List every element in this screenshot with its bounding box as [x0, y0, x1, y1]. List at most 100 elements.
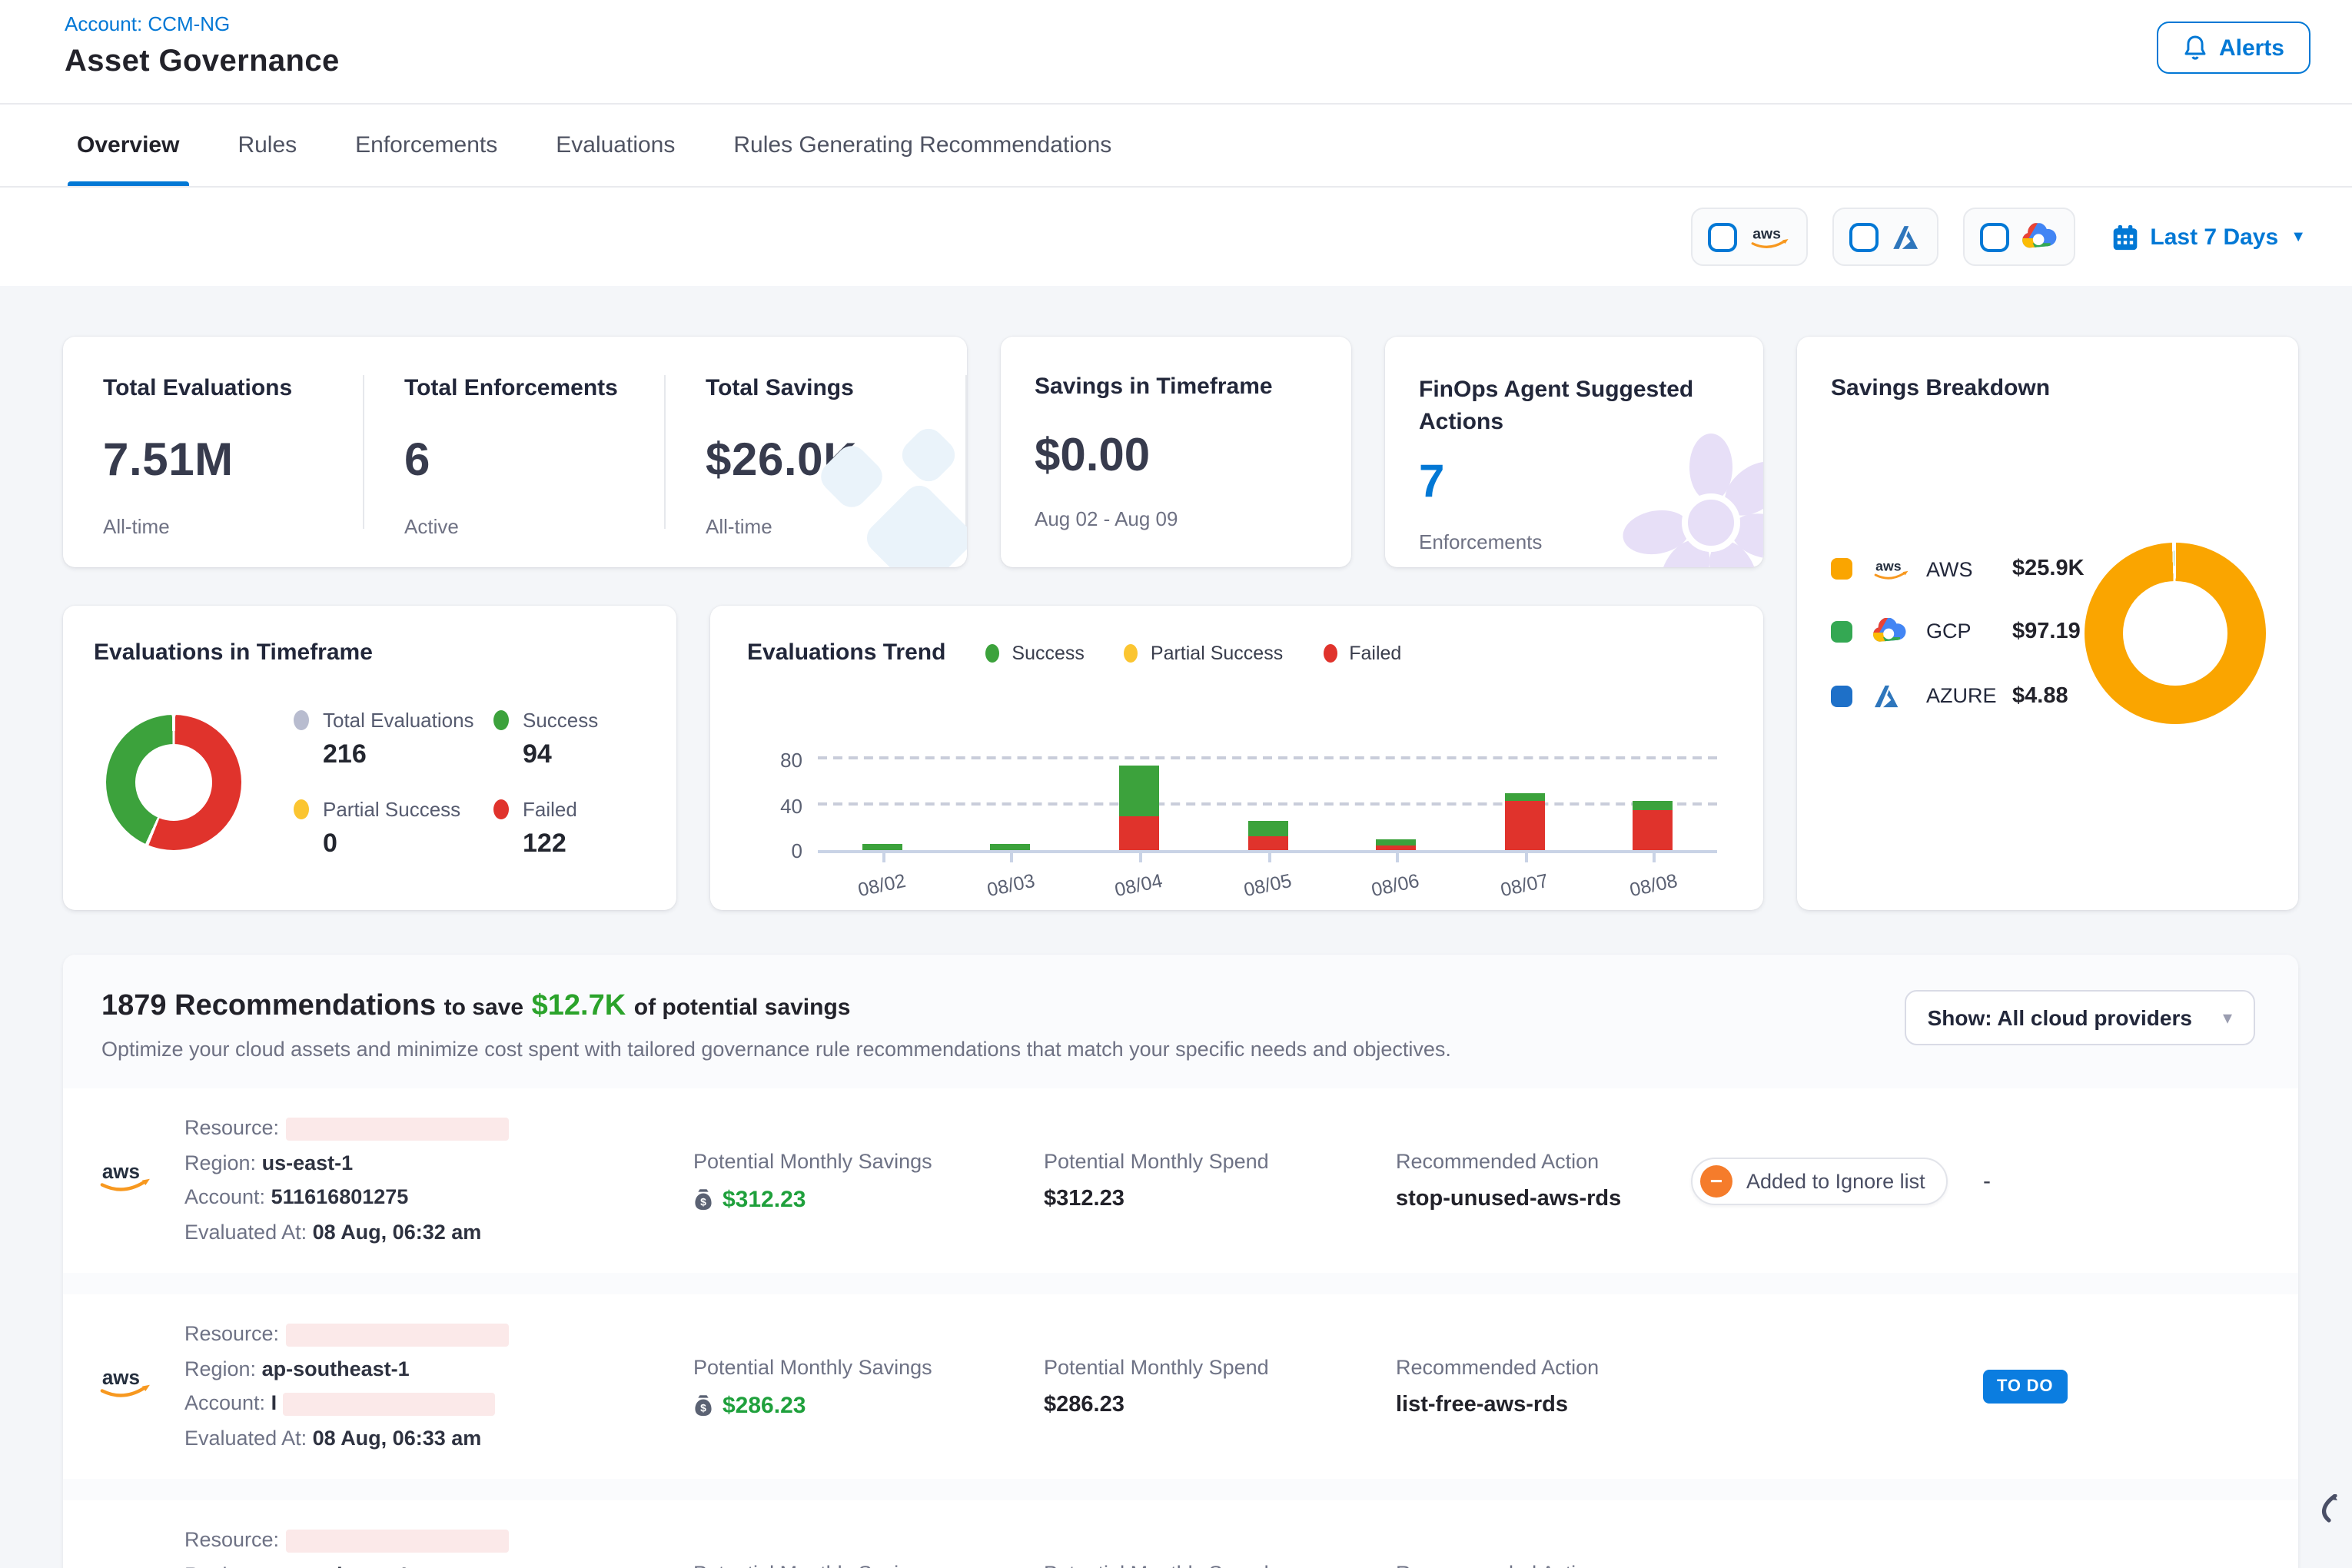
- recommendation-row[interactable]: aws Resource: Region: ap-southeast-1 Acc…: [63, 1500, 2298, 1568]
- recommendation-row[interactable]: aws Resource: Region: us-east-1 Account:…: [63, 1088, 2298, 1273]
- failed-dot-icon: [1323, 643, 1337, 662]
- gcp-checkbox[interactable]: [1979, 222, 2008, 251]
- tab-overview[interactable]: Overview: [77, 105, 179, 186]
- savings-value: $286.23: [723, 1392, 806, 1418]
- resource-details: Resource: Region: ap-southeast-1 Account…: [184, 1317, 693, 1456]
- evaluations-trend-chart: 04080 08/0208/0308/0408/0508/0608/0708/0…: [759, 718, 1717, 899]
- potential-monthly-spend-cell: Potential Monthly Spend $312.23: [1044, 1150, 1396, 1211]
- gcp-swatch-icon: [1831, 620, 1852, 642]
- recommendations-title: 1879 Recommendations to save $12.7K of p…: [101, 990, 1451, 1024]
- svg-text:aws: aws: [101, 1366, 139, 1389]
- success-dot-icon: [985, 643, 999, 662]
- potential-monthly-savings-cell: Potential Monthly Savings $$312.23: [693, 1149, 1044, 1212]
- total-evaluations-stat: Total Evaluations 7.51M All-time: [63, 375, 364, 529]
- savings-value: $312.23: [723, 1186, 806, 1212]
- partial-success-dot-icon: [294, 799, 309, 819]
- page-title: Asset Governance: [65, 45, 340, 80]
- date-range-picker[interactable]: Last 7 Days ▼: [2111, 224, 2306, 250]
- potential-monthly-savings-cell: Potential Monthly Savings $$286.23: [693, 1561, 1044, 1568]
- tab-rules-generating-recommendations[interactable]: Rules Generating Recommendations: [733, 105, 1111, 186]
- action-value: list-free-aws-rds: [1396, 1393, 1691, 1417]
- trend-bar-08/03: [946, 718, 1075, 850]
- trend-x-label: 08/04: [1075, 872, 1203, 899]
- azure-swatch-icon: [1831, 685, 1852, 706]
- redacted-resource-value: [285, 1118, 508, 1141]
- breakdown-row-gcp: GCP $97.19: [1831, 617, 2085, 645]
- recommended-action-cell: Recommended Action stop-unused-aws-rds: [1396, 1562, 1691, 1568]
- savings-breakdown-donut-chart: [2085, 543, 2266, 724]
- azure-checkbox[interactable]: [1849, 222, 1878, 251]
- potential-savings-value: $12.7K: [532, 990, 626, 1022]
- finops-agent-card: FinOps Agent Suggested Actions 7 Enforce…: [1385, 337, 1763, 567]
- alerts-button-label: Alerts: [2219, 35, 2284, 61]
- chevron-down-icon: ▾: [2223, 1007, 2232, 1028]
- resource-details: Resource: Region: ap-southeast-1 Account…: [184, 1523, 693, 1568]
- svg-text:aws: aws: [101, 1160, 139, 1183]
- trend-legend-partial-success: Partial Success: [1125, 642, 1283, 663]
- recommendation-row[interactable]: aws Resource: Region: ap-southeast-1 Acc…: [63, 1294, 2298, 1479]
- added-to-ignore-list-pill[interactable]: −Added to Ignore list: [1691, 1157, 1948, 1204]
- svg-text:$: $: [700, 1194, 706, 1207]
- total-enforcements-caption: Active: [404, 515, 624, 538]
- breakdown-row-aws: aws AWS $25.9K: [1831, 556, 2085, 582]
- evaluations-legend: Total Evaluations 216 Success 94 Partial…: [294, 709, 663, 859]
- chevron-down-icon: ▼: [2291, 228, 2306, 245]
- potential-monthly-spend-cell: Potential Monthly Spend $286.23: [1044, 1356, 1396, 1417]
- trend-x-label: 08/07: [1460, 872, 1589, 899]
- status-cell: −Added to Ignore list: [1691, 1157, 1983, 1204]
- recommendations-section: 1879 Recommendations to save $12.7K of p…: [63, 955, 2298, 1568]
- provider-toggle-aws[interactable]: aws: [1690, 208, 1807, 266]
- gcp-logo-icon: [1871, 617, 1917, 645]
- tab-enforcements[interactable]: Enforcements: [355, 105, 497, 186]
- tab-evaluations[interactable]: Evaluations: [556, 105, 675, 186]
- spend-value: $312.23: [1044, 1187, 1396, 1211]
- trend-bar-08/02: [818, 718, 946, 850]
- redacted-account-value: [283, 1393, 495, 1416]
- total-enforcements-value: 6: [404, 435, 624, 487]
- evaluations-in-timeframe-title: Evaluations in Timeframe: [94, 639, 646, 666]
- action-value: stop-unused-aws-rds: [1396, 1187, 1691, 1211]
- legend-success: Success 94: [493, 709, 663, 770]
- trend-bar-08/08: [1589, 718, 1717, 850]
- savings-breakdown-title: Savings Breakdown: [1831, 375, 2264, 401]
- failed-dot-icon: [493, 799, 509, 819]
- account-breadcrumb-link[interactable]: Account: CCM-NG: [65, 12, 340, 35]
- tab-rules[interactable]: Rules: [238, 105, 297, 186]
- cursor-artifact: [2318, 1494, 2340, 1536]
- recommended-action-cell: Recommended Action stop-unused-aws-rds: [1396, 1150, 1691, 1211]
- redacted-resource-value: [285, 1324, 508, 1347]
- total-evaluations-title: Total Evaluations: [103, 375, 323, 401]
- potential-monthly-savings-cell: Potential Monthly Savings $$286.23: [693, 1355, 1044, 1418]
- success-dot-icon: [493, 710, 509, 730]
- todo-status-badge: TO DO: [1983, 1370, 2067, 1404]
- header-left: Account: CCM-NG Asset Governance: [65, 12, 340, 80]
- trend-bar-08/05: [1203, 718, 1331, 850]
- total-evaluations-caption: All-time: [103, 515, 323, 538]
- evaluations-donut-chart: [106, 715, 241, 850]
- aws-checkbox[interactable]: [1707, 222, 1736, 251]
- trend-bar-08/06: [1332, 718, 1460, 850]
- provider-toggle-gcp[interactable]: [1962, 208, 2075, 266]
- azure-logo-icon: [1871, 680, 1917, 711]
- breakdown-row-azure: AZURE $4.88: [1831, 680, 2085, 711]
- main-content: Total Evaluations 7.51M All-time Total E…: [0, 286, 2352, 910]
- spend-value: $286.23: [1044, 1393, 1396, 1417]
- aws-swatch-icon: [1831, 558, 1852, 580]
- recommended-action-cell: Recommended Action list-free-aws-rds: [1396, 1356, 1691, 1417]
- partial-success-dot-icon: [1125, 643, 1138, 662]
- legend-total-evaluations: Total Evaluations 216: [294, 709, 487, 770]
- cloud-provider-filter-select[interactable]: Show: All cloud providers ▾: [1905, 990, 2255, 1045]
- azure-logo-icon: [1889, 221, 1921, 253]
- trend-x-label: 08/06: [1332, 872, 1460, 899]
- trend-x-label: 08/08: [1589, 872, 1717, 899]
- trend-bar-08/04: [1075, 718, 1203, 850]
- alerts-button[interactable]: Alerts: [2158, 22, 2310, 74]
- provider-toggle-azure[interactable]: [1832, 208, 1938, 266]
- trend-x-label: 08/05: [1203, 872, 1331, 899]
- total-enforcements-title: Total Enforcements: [404, 375, 624, 401]
- calendar-icon: [2111, 224, 2138, 250]
- flower-watermark-icon: [1591, 412, 1763, 567]
- potential-monthly-spend-cell: Potential Monthly Spend $286.23: [1044, 1562, 1396, 1568]
- aws-logo-icon: aws: [1871, 556, 1917, 582]
- trend-legend-failed: Failed: [1323, 642, 1401, 663]
